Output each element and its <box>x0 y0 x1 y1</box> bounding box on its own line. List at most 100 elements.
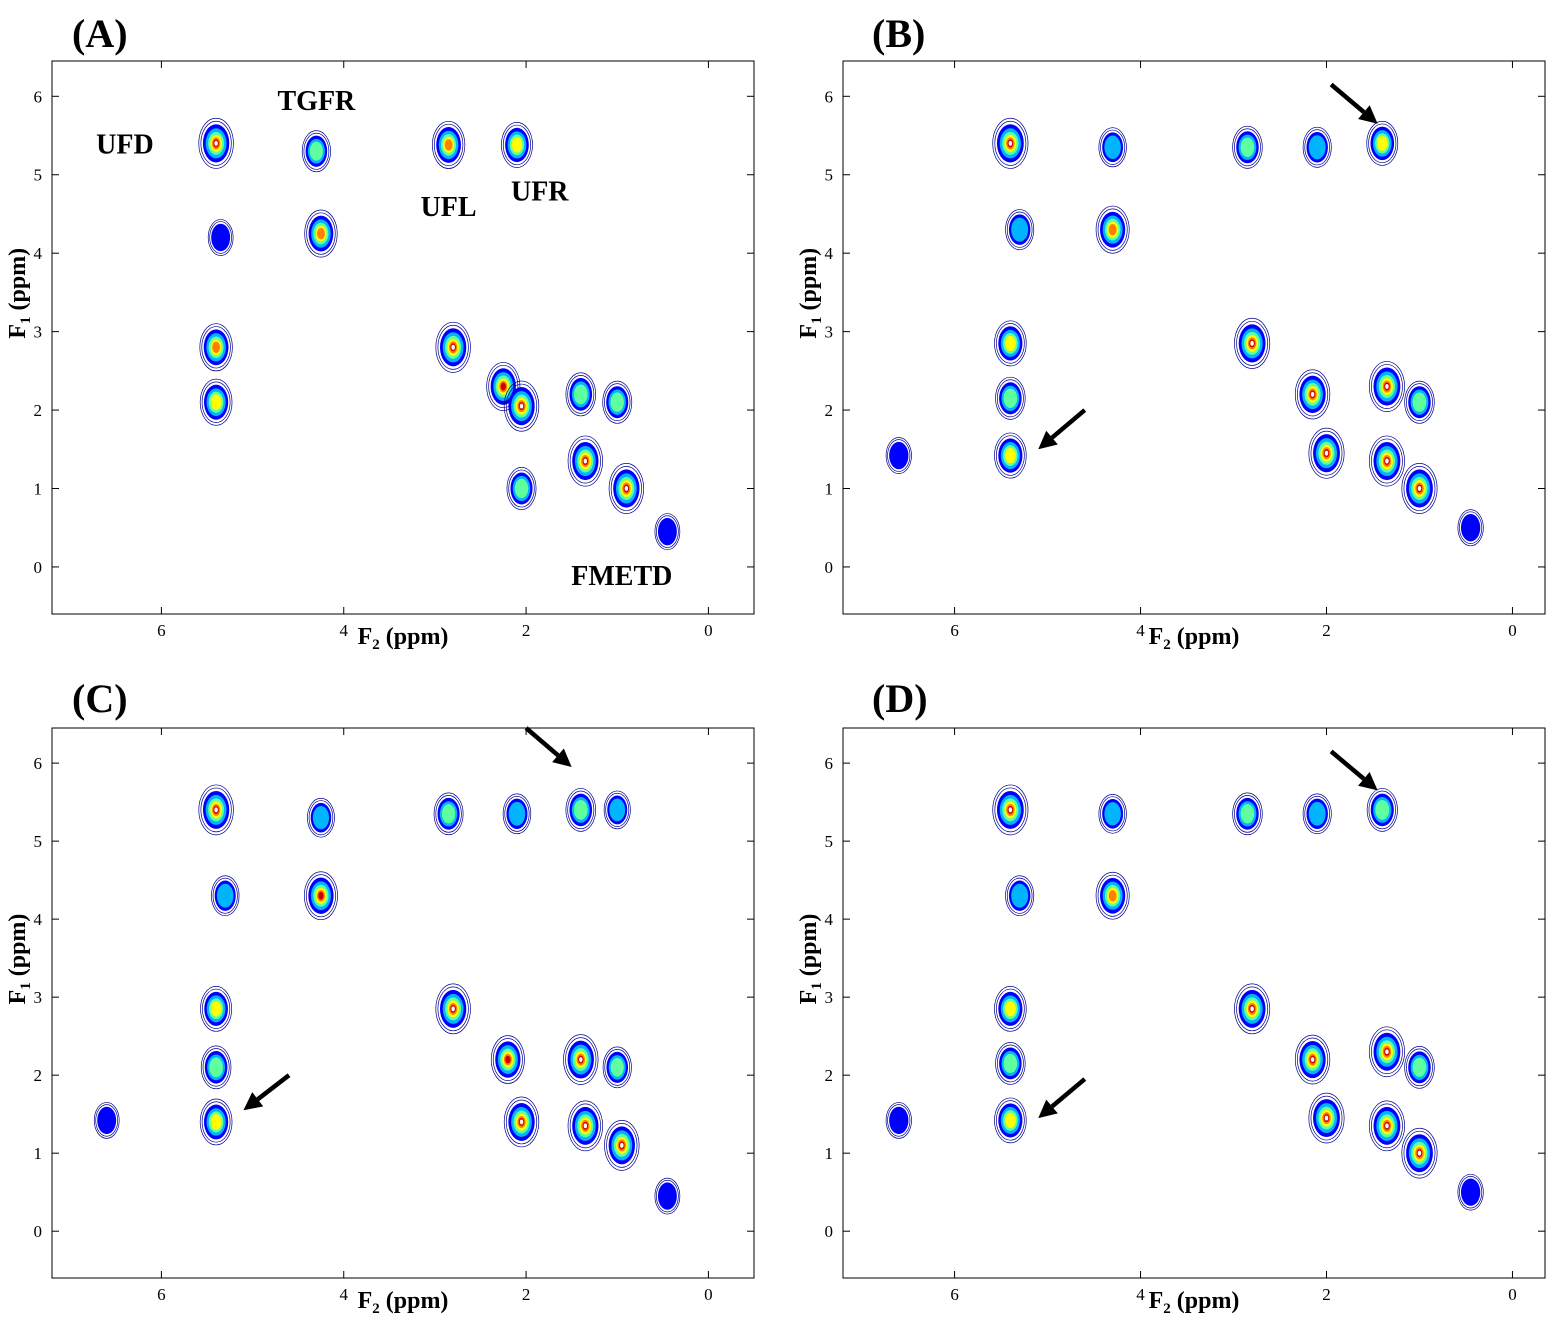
x-tick-label: 6 <box>157 1285 166 1304</box>
contour-level <box>1371 438 1403 484</box>
contour-peak <box>435 983 471 1035</box>
contour-level <box>433 123 464 167</box>
contour-level <box>1457 1173 1484 1211</box>
contour-level <box>583 1123 588 1129</box>
contour-level <box>301 130 331 173</box>
y-tick-label: 0 <box>34 558 43 577</box>
contour-level <box>304 209 338 258</box>
contour-level <box>1366 120 1399 166</box>
arrow-shaft <box>1329 82 1366 114</box>
contour-level <box>508 469 535 508</box>
contour-level <box>212 877 238 914</box>
x-tick-label: 0 <box>1508 621 1517 640</box>
contour-peak <box>198 117 234 169</box>
contour-level <box>887 439 911 472</box>
contour-level <box>211 875 240 917</box>
x-tick-label: 6 <box>157 621 166 640</box>
panel-d: (D) 6 4 2 0 6 5 4 3 2 1 0 F2 (ppm) F1 (ppm) <box>796 676 1546 1317</box>
y-tick-label: 0 <box>34 1222 43 1241</box>
contour-peak <box>1404 380 1435 424</box>
contour-level <box>210 1001 222 1017</box>
contour-level <box>583 458 588 464</box>
contour-level <box>995 1042 1026 1085</box>
contour-level <box>503 1096 540 1148</box>
contour-level <box>565 1037 597 1082</box>
y-tick-label: 3 <box>34 323 43 342</box>
x-tick-label: 2 <box>1322 621 1331 640</box>
contour-level <box>657 1182 677 1210</box>
contour-level <box>563 1034 599 1085</box>
contour-peak <box>1457 509 1484 547</box>
contour-level <box>1236 986 1269 1032</box>
contour-level <box>885 437 912 474</box>
contour-level <box>306 212 336 255</box>
contour-peak <box>994 986 1027 1032</box>
contour-level <box>303 132 330 170</box>
x-tick-label: 4 <box>1136 1285 1145 1304</box>
contour-level <box>214 140 218 146</box>
x-axis-label: F2 (ppm) <box>1149 624 1240 653</box>
contour-level <box>305 874 336 918</box>
contour-level <box>1459 1176 1483 1209</box>
contour-level <box>994 120 1027 166</box>
contour-level <box>1302 126 1332 168</box>
contour-peak <box>490 1035 525 1084</box>
contour-level <box>994 986 1027 1032</box>
contour-peak <box>199 323 233 372</box>
contour-level <box>1368 790 1397 830</box>
x-tick-label: 2 <box>522 1285 531 1304</box>
contour-level <box>435 795 462 833</box>
y-tick-label: 5 <box>825 166 834 185</box>
contour-peak <box>200 986 233 1032</box>
contour-level <box>1240 804 1255 824</box>
contour-level <box>451 344 455 350</box>
contour-peak <box>563 1034 599 1085</box>
contour-level <box>996 435 1025 476</box>
contour-level <box>1296 1037 1329 1082</box>
contour-peak <box>1366 788 1398 832</box>
contour-peak <box>565 372 597 417</box>
contour-level <box>1366 788 1398 832</box>
contour-peak <box>654 513 681 551</box>
contour-level <box>435 321 471 373</box>
contour-level <box>567 375 595 414</box>
contour-peak <box>994 1097 1027 1144</box>
contour-level <box>502 793 532 835</box>
contour-level <box>1371 1103 1403 1149</box>
y-tick-label: 6 <box>825 87 834 106</box>
contour-level <box>573 384 588 405</box>
contour-level <box>1368 1100 1405 1152</box>
contour-peak <box>992 784 1029 836</box>
contour-peak <box>435 321 471 373</box>
contour-level <box>309 141 323 161</box>
contour-level <box>1308 427 1345 479</box>
contour-level <box>1375 800 1390 820</box>
contour-peak <box>608 463 645 514</box>
contour-level <box>216 883 234 908</box>
y-tick-label: 6 <box>825 754 834 773</box>
contour-level <box>1368 1026 1405 1078</box>
contour-level <box>994 432 1027 479</box>
contour-peak <box>1368 435 1405 487</box>
contour-level <box>200 1045 232 1090</box>
contour-peak <box>486 362 521 411</box>
contour-level <box>209 221 232 254</box>
contour-peak <box>433 792 464 836</box>
contour-peak <box>301 130 331 173</box>
y-tick-label: 4 <box>34 910 43 929</box>
contour-peak <box>1005 875 1035 917</box>
contour-level <box>565 372 597 417</box>
contour-level <box>1310 430 1343 476</box>
arrow-shaft <box>1050 1077 1087 1109</box>
contour-level <box>1371 1029 1403 1075</box>
contour-level <box>200 986 233 1032</box>
x-tick-label: 0 <box>704 621 713 640</box>
x-tick-label: 2 <box>522 621 531 640</box>
contour-level <box>1234 317 1271 369</box>
contour-level <box>1003 1053 1018 1074</box>
contour-level <box>1008 807 1013 813</box>
panel-label: (A) <box>72 11 128 56</box>
x-tick-label: 2 <box>1322 1285 1331 1304</box>
y-tick-label: 5 <box>34 166 43 185</box>
contour-level <box>1097 208 1128 251</box>
